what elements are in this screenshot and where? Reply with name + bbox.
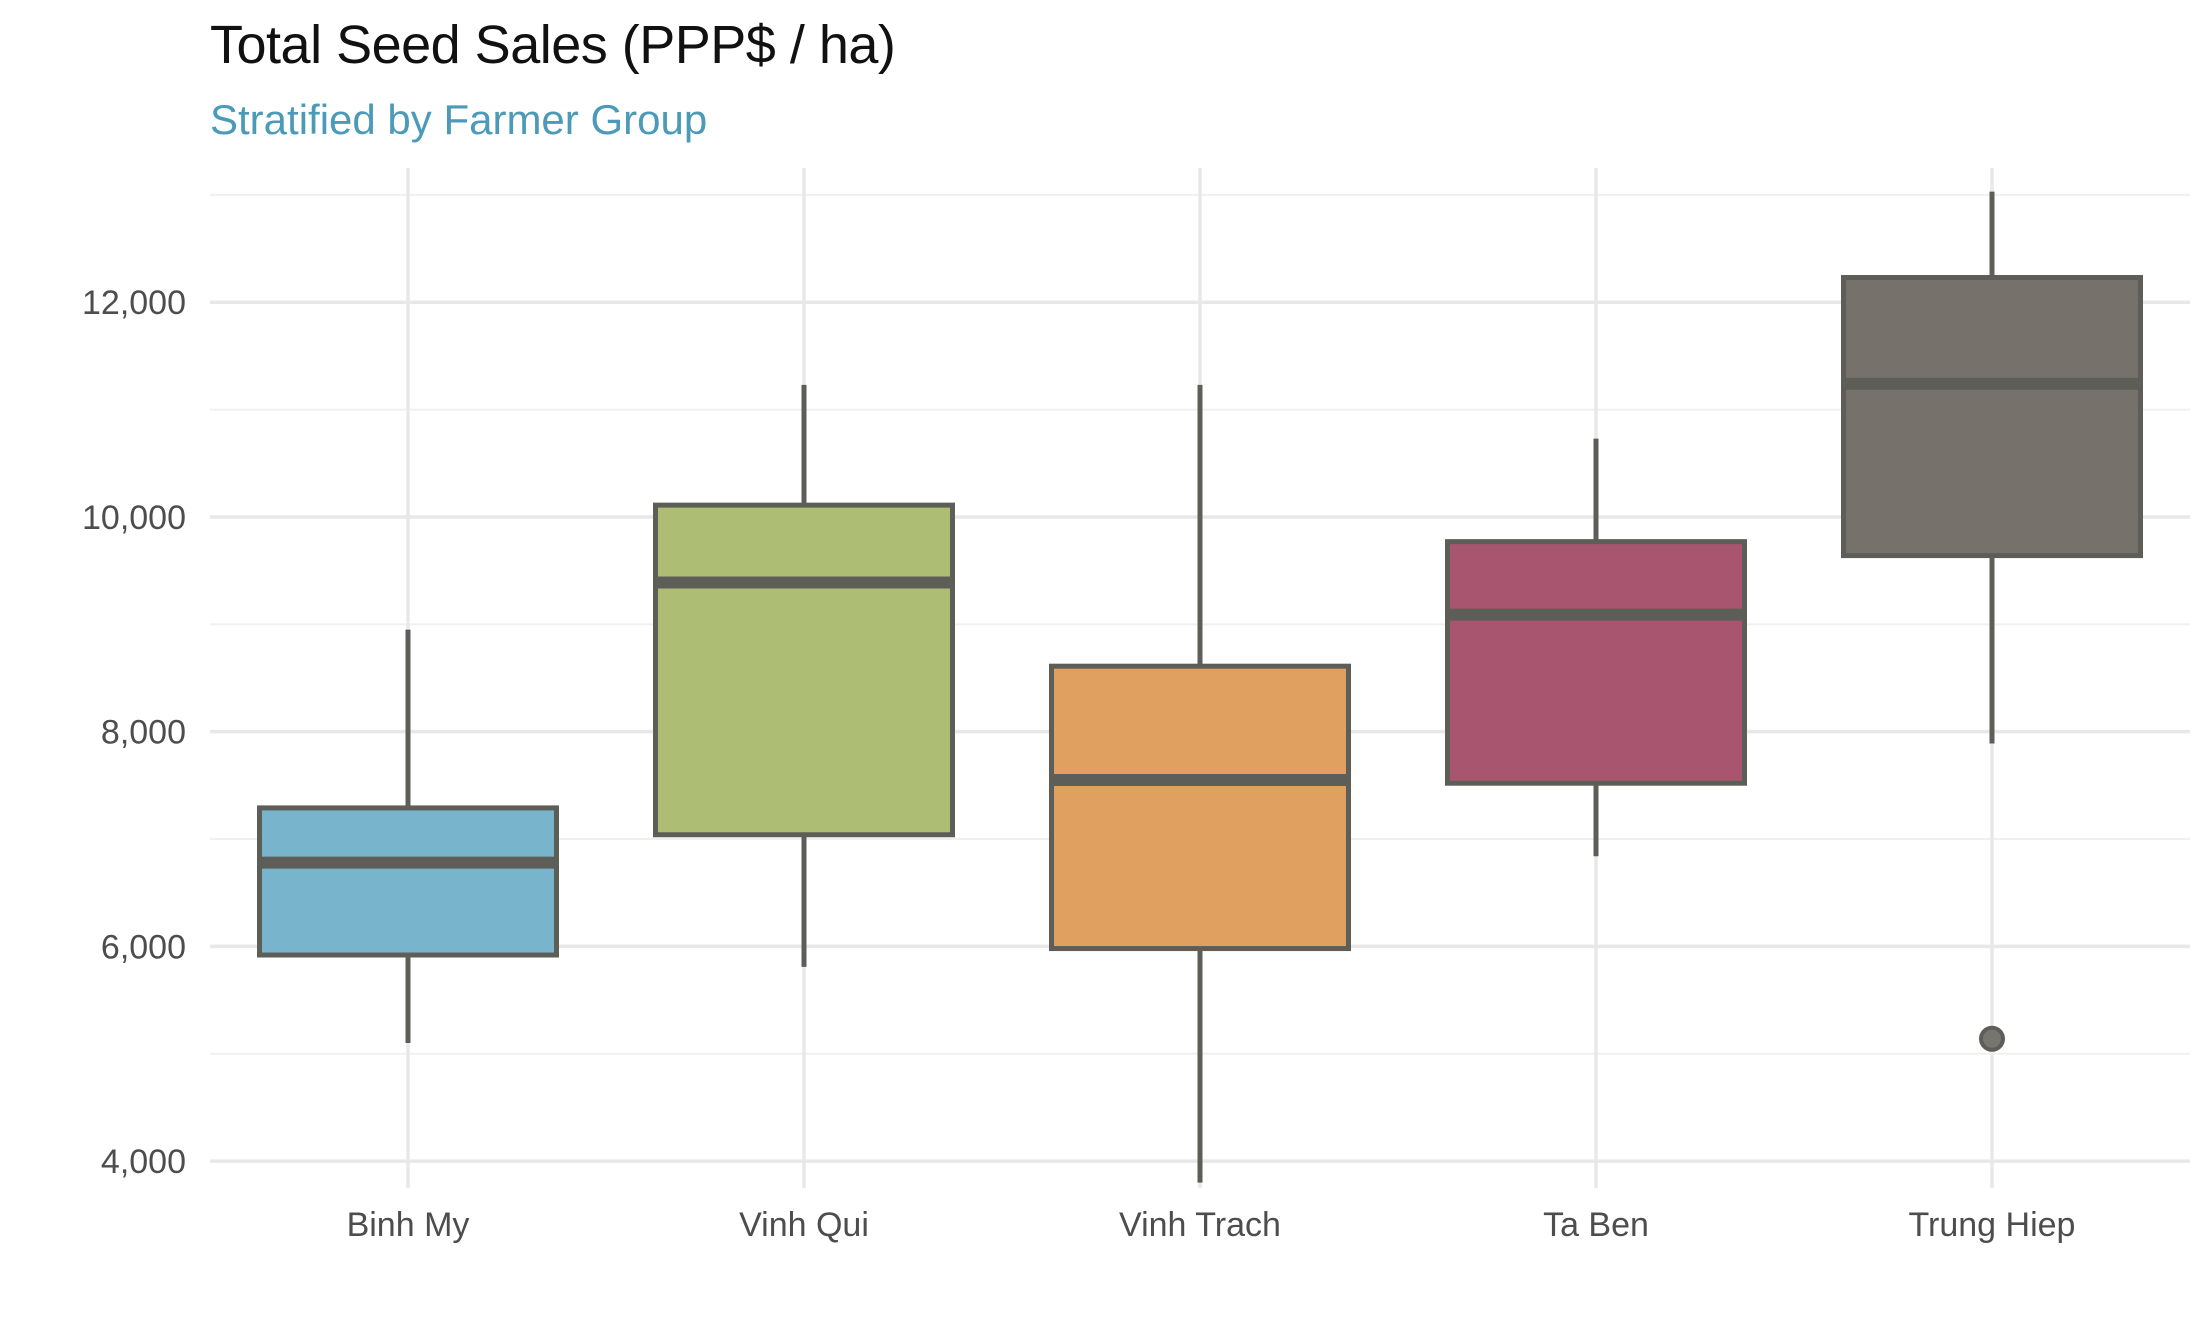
box-rect xyxy=(1445,539,1747,786)
x-tick-label: Ta Ben xyxy=(1543,1206,1649,1244)
x-tick-label: Vinh Qui xyxy=(739,1206,869,1244)
box-rect xyxy=(1049,663,1351,952)
box-binh-my xyxy=(257,629,559,1044)
outlier-point xyxy=(1979,1025,2005,1052)
box-rect xyxy=(257,805,559,958)
x-tick-label: Trung Hiep xyxy=(1909,1206,2076,1244)
x-tick-label: Vinh Trach xyxy=(1119,1206,1281,1244)
box-rect xyxy=(1841,275,2143,559)
y-tick-label: 4,000 xyxy=(101,1143,186,1181)
chart-title: Total Seed Sales (PPP$ / ha) xyxy=(210,15,896,75)
box-vinh-qui xyxy=(653,384,955,967)
chart-subtitle: Stratified by Farmer Group xyxy=(210,96,708,143)
y-tick-label: 12,000 xyxy=(82,284,186,322)
y-tick-label: 8,000 xyxy=(101,714,186,752)
box-layer xyxy=(257,191,2143,1183)
x-tick-label: Binh My xyxy=(347,1206,470,1244)
y-tick-label: 10,000 xyxy=(82,499,186,537)
y-tick-label: 6,000 xyxy=(101,928,186,966)
box-ta-ben xyxy=(1445,438,1747,857)
axis-labels: 4,000 6,000 8,000 10,000 12,000 Binh My Vinh Q… xyxy=(82,284,2075,1244)
box-vinh-trach xyxy=(1049,384,1351,1183)
box-rect xyxy=(653,502,955,838)
box-trung-hiep xyxy=(1841,191,2143,1052)
